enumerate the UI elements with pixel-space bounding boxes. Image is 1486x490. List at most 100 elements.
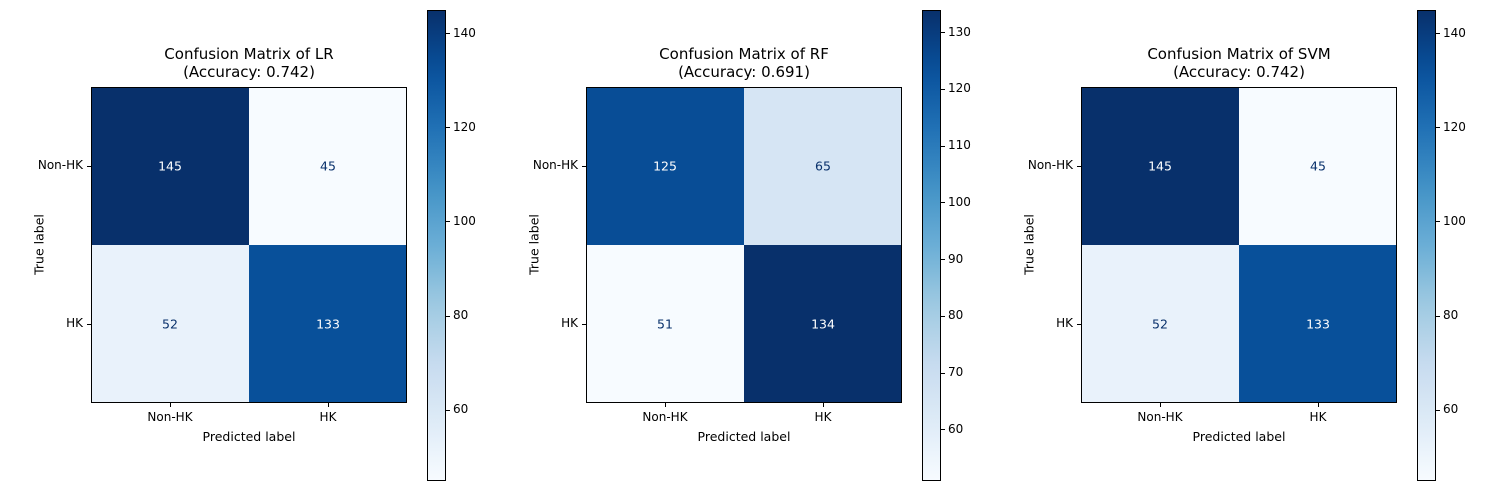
colorbar-tick-label: 140 xyxy=(1443,25,1466,40)
y-axis-label: True label xyxy=(526,214,542,275)
plot-frame xyxy=(1081,87,1397,403)
colorbar-tick-mark xyxy=(446,33,450,35)
x-tick-mark xyxy=(664,403,666,407)
x-tick-label: Non-HK xyxy=(1137,410,1183,424)
y-tick-mark xyxy=(582,165,586,167)
chart-subtitle: (Accuracy: 0.691) xyxy=(678,63,810,81)
cell-value-label: 125 xyxy=(653,158,677,174)
colorbar-tick-mark xyxy=(1436,127,1440,129)
y-tick-mark xyxy=(582,323,586,325)
colorbar-tick-mark xyxy=(941,259,945,261)
y-tick-mark xyxy=(1077,165,1081,167)
colorbar-tick-label: 70 xyxy=(948,365,964,380)
colorbar-tick-mark xyxy=(941,315,945,317)
colorbar-tick-mark xyxy=(1436,409,1440,411)
matrix-cell xyxy=(249,245,407,403)
colorbar-tick-mark xyxy=(446,127,450,129)
y-tick-mark xyxy=(87,323,91,325)
colorbar-tick-label: 100 xyxy=(453,213,476,228)
colorbar-tick-mark xyxy=(941,145,945,147)
x-tick-label: HK xyxy=(1309,410,1327,424)
colorbar-tick-label: 100 xyxy=(1443,213,1466,228)
cell-value-label: 51 xyxy=(657,316,673,332)
matrix-cell xyxy=(1081,245,1239,403)
y-tick-mark xyxy=(1077,323,1081,325)
matrix-cell xyxy=(1239,87,1397,245)
cell-value-label: 145 xyxy=(1148,158,1172,174)
y-tick-mark xyxy=(87,165,91,167)
colorbar-tick-label: 80 xyxy=(948,308,964,323)
colorbar-tick-mark xyxy=(1436,315,1440,317)
colorbar-tick-mark xyxy=(446,315,450,317)
colorbar-tick-mark xyxy=(941,372,945,374)
colorbar-tick-label: 60 xyxy=(948,421,964,436)
x-tick-mark xyxy=(1317,403,1319,407)
cell-value-label: 133 xyxy=(1306,316,1330,332)
cell-value-label: 65 xyxy=(815,158,831,174)
colorbar-tick-mark xyxy=(446,221,450,223)
colorbar-tick-label: 60 xyxy=(1443,402,1459,417)
x-tick-mark xyxy=(1159,403,1161,407)
cell-value-label: 134 xyxy=(811,316,835,332)
colorbar-tick-mark xyxy=(941,88,945,90)
matrix-cell xyxy=(91,87,249,245)
y-tick-label: Non-HK xyxy=(532,158,578,172)
cell-value-label: 133 xyxy=(316,316,340,332)
colorbar-tick-mark xyxy=(941,429,945,431)
colorbar-tick-mark xyxy=(1436,221,1440,223)
matrix-cell xyxy=(744,87,902,245)
chart-title: Confusion Matrix of LR xyxy=(164,45,334,63)
x-tick-label: HK xyxy=(319,410,337,424)
colorbar xyxy=(1417,10,1436,481)
cell-value-label: 145 xyxy=(158,158,182,174)
colorbar-tick-label: 120 xyxy=(453,119,476,134)
x-tick-label: Non-HK xyxy=(147,410,193,424)
plot-frame xyxy=(91,87,407,403)
y-tick-label: Non-HK xyxy=(37,158,83,172)
x-tick-mark xyxy=(327,403,329,407)
chart-subtitle: (Accuracy: 0.742) xyxy=(183,63,315,81)
colorbar-tick-label: 90 xyxy=(948,251,964,266)
y-tick-label: HK xyxy=(1056,316,1073,330)
matrix-cell xyxy=(744,245,902,403)
colorbar-tick-label: 140 xyxy=(453,25,476,40)
colorbar-tick-label: 60 xyxy=(453,402,469,417)
x-tick-label: Non-HK xyxy=(642,410,688,424)
matrix-cell xyxy=(1081,87,1239,245)
y-axis-label: True label xyxy=(1021,214,1037,275)
chart-title: Confusion Matrix of RF xyxy=(659,45,829,63)
colorbar-tick-label: 100 xyxy=(948,194,971,209)
cell-value-label: 52 xyxy=(162,316,178,332)
colorbar-tick-mark xyxy=(446,409,450,411)
x-axis-label: Predicted label xyxy=(202,429,296,444)
colorbar-tick-label: 110 xyxy=(948,138,971,153)
matrix-cell xyxy=(249,87,407,245)
colorbar xyxy=(427,10,446,481)
cell-value-label: 52 xyxy=(1152,316,1168,332)
colorbar-tick-label: 80 xyxy=(1443,308,1459,323)
cell-value-label: 45 xyxy=(1310,158,1326,174)
y-tick-label: HK xyxy=(561,316,578,330)
y-tick-label: Non-HK xyxy=(1027,158,1073,172)
chart-title: Confusion Matrix of SVM xyxy=(1147,45,1331,63)
matrix-cell xyxy=(586,245,744,403)
colorbar-tick-label: 120 xyxy=(1443,119,1466,134)
x-axis-label: Predicted label xyxy=(1192,429,1286,444)
colorbar-tick-label: 130 xyxy=(948,24,971,39)
chart-subtitle: (Accuracy: 0.742) xyxy=(1173,63,1305,81)
cell-value-label: 45 xyxy=(320,158,336,174)
x-tick-mark xyxy=(822,403,824,407)
colorbar-tick-label: 80 xyxy=(453,308,469,323)
x-tick-mark xyxy=(169,403,171,407)
matrix-cell xyxy=(91,245,249,403)
matrix-cell xyxy=(586,87,744,245)
colorbar-tick-mark xyxy=(1436,33,1440,35)
colorbar-tick-label: 120 xyxy=(948,81,971,96)
x-axis-label: Predicted label xyxy=(697,429,791,444)
x-tick-label: HK xyxy=(814,410,832,424)
matrix-cell xyxy=(1239,245,1397,403)
plot-frame xyxy=(586,87,902,403)
